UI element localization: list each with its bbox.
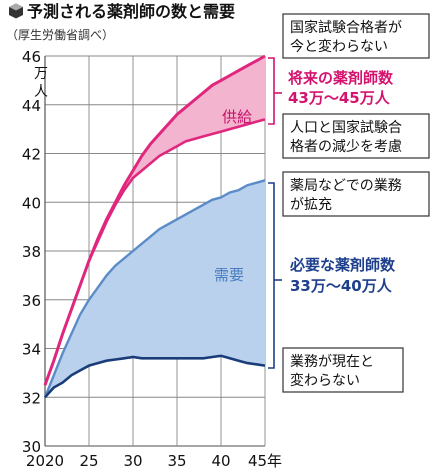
y-tick-label: 34 <box>22 341 41 359</box>
area-fills <box>45 56 265 398</box>
demand-low-box: 業務が現在と 変わらない <box>282 347 404 393</box>
y-axis-ticks: 30 32 34 36 38 40 42 44 46 <box>22 48 41 456</box>
y-tick-label: 40 <box>22 194 41 212</box>
supply-low-box: 人口と国家試験合 格者の減少を考慮 <box>282 113 430 159</box>
svg-text:必要な薬剤師数 33万〜40万人: 必要な薬剤師数 33万〜40万人 <box>289 256 400 295</box>
supply-label-line1: 将来の薬剤師数 <box>288 69 394 87</box>
demand-low-line <box>44 354 266 399</box>
y-unit-label: 万 人 <box>34 66 52 100</box>
demand-high-line1: 薬局などでの業務 <box>290 178 402 194</box>
x-tick-label: 25 <box>79 452 98 470</box>
cube-icon-highlight <box>9 3 23 11</box>
x-tick-label: 35 <box>167 452 186 470</box>
supply-high-box: 国家試験合格者が 今と変わらない <box>282 13 430 59</box>
supply-high-line2: 今と変わらない <box>290 38 388 55</box>
y-tick-label: 46 <box>22 48 41 66</box>
y-tick-label: 30 <box>22 438 41 456</box>
supply-high-line1: 国家試験合格者が <box>290 19 402 36</box>
supply-label-line2: 43万〜45万人 <box>288 89 391 107</box>
chart-subtitle: （厚生労働省調べ） <box>6 28 114 42</box>
svg-text:将来の薬剤師数 43万〜45万人: 将来の薬剤師数 43万〜45万人 <box>288 69 398 107</box>
demand-label-line1: 必要な薬剤師数 <box>289 256 396 274</box>
supply-low-line2: 格者の減少を考慮 <box>290 138 402 155</box>
svg-text:国家試験合格者が 今と変わらない: 国家試験合格者が 今と変わらない <box>290 19 406 55</box>
y-tick-label: 32 <box>22 389 41 407</box>
demand-area <box>45 180 265 398</box>
demand-area-label: 需要 <box>214 266 244 284</box>
y-unit-nin: 人 <box>34 84 48 100</box>
x-tick-label: 30 <box>123 452 142 470</box>
y-tick-label: 36 <box>22 292 41 310</box>
supply-high-line <box>43 54 266 386</box>
demand-label: 必要な薬剤師数 33万〜40万人 <box>289 256 400 295</box>
demand-low-line2: 変わらない <box>290 372 360 389</box>
demand-high-line2: が拡充 <box>290 197 332 213</box>
supply-area <box>45 56 265 386</box>
y-unit-man: 万 <box>34 66 48 82</box>
supply-low-line1: 人口と国家試験合 <box>290 119 402 136</box>
y-tick-label: 42 <box>22 146 41 164</box>
demand-high-line <box>43 179 266 398</box>
y-tick-label: 38 <box>22 243 41 261</box>
demand-high-box: 薬局などでの業務 が拡充 <box>282 171 430 217</box>
svg-text:人口と国家試験合 格者の減少を考慮: 人口と国家試験合 格者の減少を考慮 <box>290 119 406 155</box>
x-tick-label: 45年 <box>248 452 282 470</box>
svg-text:薬局などでの業務 が拡充: 薬局などでの業務 が拡充 <box>290 178 406 213</box>
supply-bracket <box>268 57 275 125</box>
svg-text:業務が現在と 変わらない: 業務が現在と 変わらない <box>290 354 378 389</box>
x-tick-label: 40 <box>211 452 230 470</box>
series-lines <box>43 54 266 399</box>
demand-bracket <box>268 182 275 369</box>
annotations: 国家試験合格者が 今と変わらない 将来の薬剤師数 43万〜45万人 人口と国家試… <box>268 13 430 393</box>
demand-low-line1: 業務が現在と <box>290 354 374 370</box>
title-group: 予測される薬剤師の数と需要 （厚生労働省調べ） <box>6 2 235 42</box>
supply-label: 将来の薬剤師数 43万〜45万人 <box>288 69 398 107</box>
demand-label-line2: 33万〜40万人 <box>290 277 393 295</box>
chart-title: 予測される薬剤師の数と需要 <box>27 2 235 21</box>
y-tick-label: 44 <box>22 97 41 115</box>
x-tick-label: 2020 <box>26 452 64 470</box>
x-axis-ticks: 2020 25 30 35 40 45年 <box>26 452 282 470</box>
supply-area-label: 供給 <box>222 108 252 126</box>
